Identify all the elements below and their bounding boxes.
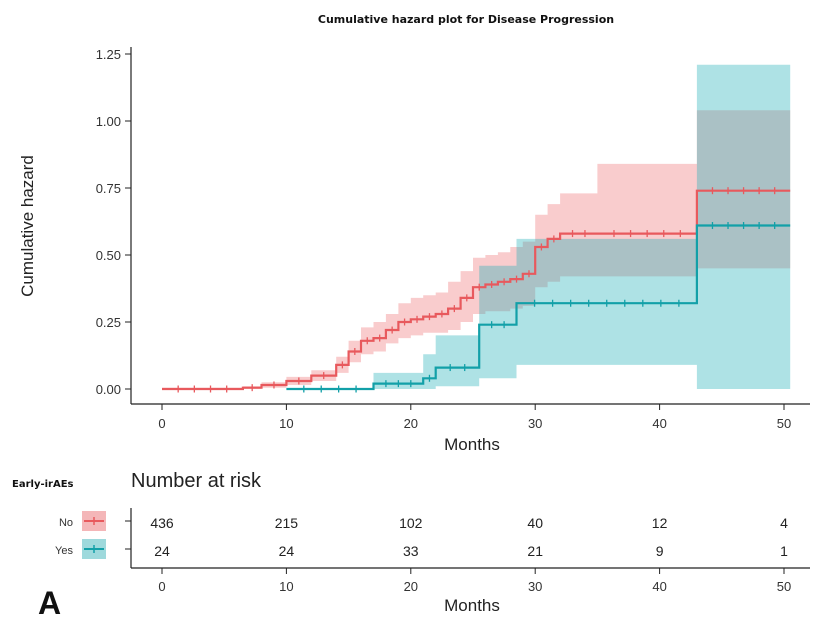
risk-x-tick-label: 10 — [279, 579, 293, 594]
x-tick-label: 0 — [158, 416, 165, 431]
y-axis-label: Cumulative hazard — [18, 155, 37, 297]
legend-title: Early-irAEs — [12, 479, 74, 490]
hazard-line-no — [162, 189, 791, 391]
x-tick-label: 50 — [777, 416, 791, 431]
chart-title: Cumulative hazard plot for Disease Progr… — [318, 13, 614, 26]
risk-value-yes: 21 — [527, 543, 543, 559]
hazard-curves — [162, 187, 791, 393]
risk-x-tick-label: 40 — [652, 579, 666, 594]
confidence-bands — [162, 64, 791, 390]
strata-label-no: No — [59, 517, 73, 529]
risk-value-no: 102 — [399, 515, 423, 531]
strata-label-yes: Yes — [55, 545, 73, 557]
risk-value-yes: 33 — [403, 543, 419, 559]
risk-x-axis-label: Months — [444, 596, 500, 615]
y-tick-label: 1.25 — [96, 47, 121, 62]
risk-value-no: 436 — [150, 515, 174, 531]
x-tick-label: 20 — [404, 416, 418, 431]
risk-value-yes: 24 — [154, 543, 170, 559]
risk-table: Early-irAEs Number at risk No Yes 436 215… — [12, 470, 810, 615]
risk-x-tick-label: 30 — [528, 579, 542, 594]
x-ticks: 0 10 20 30 40 50 — [158, 404, 791, 431]
ci-band-yes — [286, 64, 791, 389]
x-axis-label: Months — [444, 435, 500, 454]
risk-table-title: Number at risk — [131, 470, 262, 492]
x-tick-label: 40 — [652, 416, 666, 431]
panel-label: A — [38, 585, 61, 618]
x-tick-label: 10 — [279, 416, 293, 431]
hazard-line-yes — [286, 224, 791, 391]
y-tick-label: 0.50 — [96, 248, 121, 263]
risk-value-no: 12 — [652, 515, 668, 531]
risk-value-yes: 9 — [656, 543, 664, 559]
risk-row-yes: Yes — [55, 539, 106, 559]
y-tick-label: 0.25 — [96, 315, 121, 330]
risk-x-tick-label: 0 — [158, 579, 165, 594]
y-tick-label: 1.00 — [96, 114, 121, 129]
risk-values: 436 215 102 40 12 4 24 24 33 21 9 1 — [150, 515, 788, 559]
x-tick-label: 30 — [528, 416, 542, 431]
risk-value-no: 4 — [780, 515, 788, 531]
ci-band-no — [162, 110, 791, 390]
risk-x-tick-label: 20 — [404, 579, 418, 594]
risk-x-tick-label: 50 — [777, 579, 791, 594]
risk-value-no: 215 — [275, 515, 299, 531]
hazard-plot-area: 0.00 0.25 0.50 0.75 1.00 1.25 0 10 20 30 40 50 Mon… — [18, 47, 810, 454]
y-ticks: 0.00 0.25 0.50 0.75 1.00 1.25 — [96, 47, 131, 397]
risk-value-yes: 24 — [279, 543, 295, 559]
y-tick-label: 0.75 — [96, 181, 121, 196]
risk-x-ticks: 0 10 20 30 40 50 — [158, 568, 791, 594]
risk-row-no: No — [59, 511, 106, 531]
risk-value-yes: 1 — [780, 543, 788, 559]
risk-value-no: 40 — [527, 515, 543, 531]
y-tick-label: 0.00 — [96, 382, 121, 397]
